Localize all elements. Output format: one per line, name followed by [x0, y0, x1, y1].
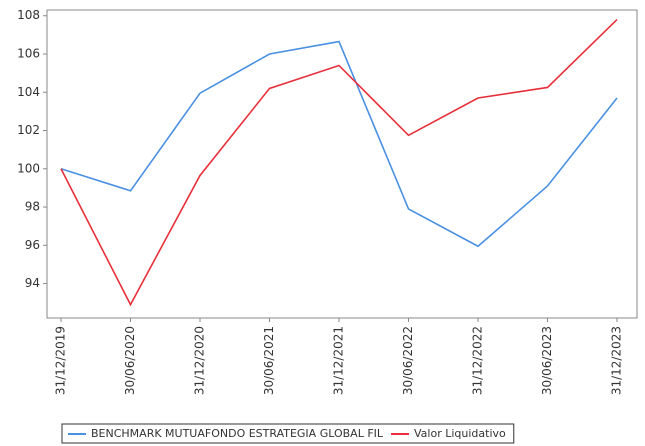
legend-box [61, 423, 515, 444]
legend: BENCHMARK MUTUAFONDO ESTRATEGIA GLOBAL F… [61, 423, 515, 444]
x-tick-label: 31/12/2023 [610, 326, 624, 395]
x-tick-label: 31/12/2022 [471, 326, 485, 395]
x-tick-label: 30/06/2022 [401, 326, 415, 395]
y-tick-label: 98 [25, 200, 40, 214]
legend-label: BENCHMARK MUTUAFONDO ESTRATEGIA GLOBAL F… [91, 427, 384, 440]
y-tick-label: 104 [17, 85, 40, 99]
y-tick-label: 106 [17, 47, 40, 61]
plot-area [46, 9, 638, 319]
series-line [60, 18, 618, 307]
y-tick-label: 100 [17, 161, 40, 175]
y-tick-label: 96 [25, 238, 40, 252]
y-tick-label: 102 [17, 123, 40, 137]
series-line [60, 40, 618, 248]
x-tick-label: 31/12/2020 [193, 326, 207, 395]
y-tick-label: 94 [25, 276, 40, 290]
y-tick-label: 108 [17, 8, 40, 22]
x-tick-label: 30/06/2020 [123, 326, 137, 395]
x-tick-label: 31/12/2021 [332, 326, 346, 395]
x-tick-label: 30/06/2021 [262, 326, 276, 395]
x-tick-label: 30/06/2023 [540, 326, 554, 395]
x-tick-label: 31/12/2019 [54, 326, 68, 395]
legend-label: Valor Liquidativo [414, 427, 506, 440]
